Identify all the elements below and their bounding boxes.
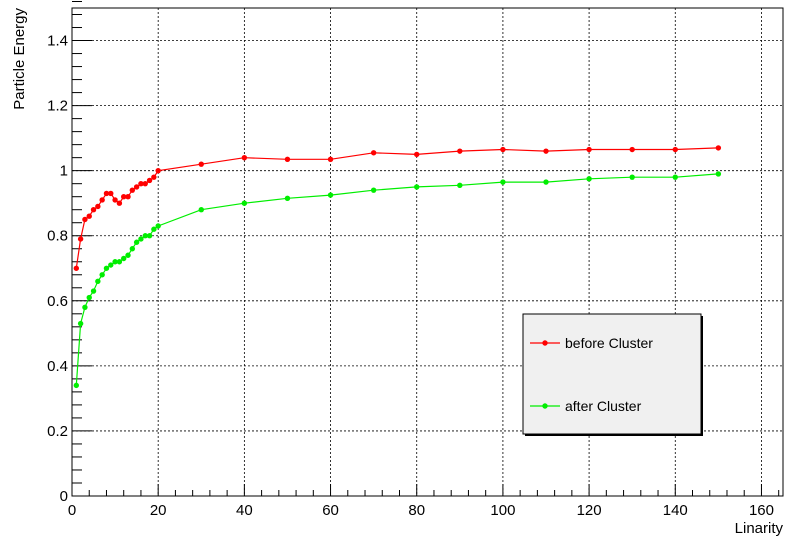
data-point: [715, 171, 722, 177]
data-point: [457, 148, 463, 154]
data-point: [73, 265, 80, 271]
data-point: [414, 184, 420, 190]
legend-box: [522, 313, 702, 435]
legend-label: before Cluster: [565, 335, 653, 351]
data-point: [500, 179, 506, 185]
data-point: [138, 180, 144, 187]
data-point: [116, 259, 123, 265]
data-point: [629, 146, 635, 153]
x-axis-label: Linarity: [735, 520, 784, 537]
data-point: [90, 288, 97, 294]
data-point: [129, 187, 136, 193]
x-tick-label: 100: [490, 502, 515, 519]
data-point: [241, 200, 248, 206]
data-point: [151, 226, 157, 232]
data-point: [133, 239, 140, 245]
data-point: [99, 197, 105, 203]
data-point: [457, 182, 463, 189]
data-point: [198, 207, 204, 213]
y-tick-label: 1.2: [47, 98, 68, 115]
data-point: [155, 223, 161, 229]
x-tick-label: 60: [322, 502, 339, 519]
data-point: [500, 146, 506, 153]
data-point: [543, 148, 549, 154]
x-tick-label: 0: [68, 502, 76, 519]
data-point: [90, 207, 97, 213]
data-point: [672, 174, 678, 180]
legend-label: after Cluster: [565, 398, 642, 414]
series-1: [73, 145, 722, 271]
data-point: [151, 174, 157, 180]
data-point: [116, 200, 123, 206]
y-tick-label: 1.4: [47, 33, 68, 50]
data-point: [155, 167, 161, 174]
legend-marker: [542, 403, 548, 409]
x-tick-label: 20: [150, 502, 167, 519]
data-point: [121, 193, 127, 200]
axis-ticks: 0 20 40 60 80 100 120 140 160 0 0.2 0.4 0.6 0.8 1 1.2 1.…: [47, 0, 780, 519]
data-point: [146, 177, 153, 184]
data-point: [327, 192, 334, 198]
data-point: [82, 216, 88, 223]
data-point: [133, 184, 140, 190]
y-tick-label: 0.6: [47, 293, 68, 310]
x-tick-label: 140: [663, 502, 688, 519]
data-point: [121, 255, 127, 262]
data-point: [103, 265, 110, 271]
data-point: [86, 294, 92, 301]
data-point: [146, 233, 153, 239]
data-point: [108, 190, 114, 197]
series-2: [73, 171, 722, 389]
y-tick-label: 0.2: [47, 423, 68, 440]
data-point: [586, 146, 592, 153]
data-point: [586, 176, 592, 182]
data-point: [77, 320, 84, 327]
data-point: [543, 179, 549, 185]
data-point: [370, 187, 377, 193]
data-point: [86, 213, 92, 219]
data-point: [95, 203, 101, 210]
data-point: [125, 252, 131, 258]
series-line: [75, 147, 719, 269]
data-point: [73, 382, 80, 389]
data-point: [198, 161, 204, 167]
data-point: [77, 236, 84, 242]
data-point: [112, 197, 118, 203]
data-point: [715, 145, 722, 151]
data-point: [370, 150, 377, 156]
data-point: [672, 146, 678, 153]
data-point: [138, 236, 144, 242]
data-point: [629, 174, 635, 180]
data-point: [129, 246, 136, 252]
x-tick-label: 80: [408, 502, 425, 519]
data-point: [125, 193, 131, 200]
series-layer: [73, 145, 722, 389]
legend: before Cluster after Cluster: [522, 313, 703, 436]
data-point: [103, 190, 110, 197]
y-axis-label: Particle Energy: [11, 8, 28, 110]
x-tick-label: 160: [749, 502, 774, 519]
x-tick-label: 40: [236, 502, 253, 519]
data-point: [414, 151, 420, 158]
data-point: [99, 272, 105, 278]
data-point: [284, 156, 291, 162]
data-point: [95, 278, 101, 284]
legend-marker: [542, 340, 548, 346]
data-point: [142, 180, 148, 187]
y-tick-label: 0.8: [47, 228, 68, 245]
data-point: [112, 259, 118, 265]
data-point: [142, 233, 148, 239]
data-point: [327, 156, 334, 162]
data-point: [241, 154, 248, 161]
y-tick-label: 1: [60, 163, 68, 180]
data-point: [108, 262, 114, 268]
x-tick-label: 120: [577, 502, 602, 519]
data-point: [82, 304, 88, 311]
y-tick-label: 0: [60, 488, 68, 505]
data-point: [284, 195, 291, 202]
plot-frame: [71, 7, 784, 497]
y-tick-label: 0.4: [47, 358, 68, 375]
